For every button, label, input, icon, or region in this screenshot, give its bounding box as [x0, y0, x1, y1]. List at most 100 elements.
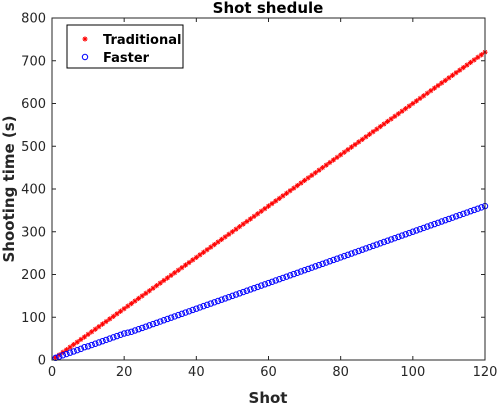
faster-point	[395, 233, 402, 241]
faster-point	[193, 305, 200, 312]
faster-point	[341, 252, 348, 260]
faster-point	[99, 337, 106, 345]
traditional-point	[269, 200, 275, 207]
faster-point	[70, 348, 77, 355]
y-tick-label: 700	[21, 54, 46, 69]
traditional-point	[233, 226, 239, 232]
faster-point	[276, 276, 283, 283]
traditional-point	[168, 272, 174, 278]
faster-point	[424, 223, 431, 230]
faster-point	[286, 272, 294, 279]
faster-point	[323, 259, 330, 266]
faster-point	[384, 237, 391, 244]
traditional-point	[442, 77, 448, 84]
x-tick-label: 80	[332, 365, 349, 380]
faster-point	[474, 205, 481, 212]
faster-point	[467, 208, 474, 215]
traditional-point	[193, 254, 199, 260]
faster-point	[102, 336, 110, 344]
traditional-point	[453, 70, 459, 76]
traditional-point	[449, 72, 456, 78]
faster-point	[261, 281, 269, 288]
faster-point	[319, 260, 326, 268]
faster-point	[416, 225, 424, 233]
faster-point	[88, 341, 95, 349]
traditional-point	[294, 182, 300, 189]
traditional-point	[287, 188, 293, 194]
faster-point	[398, 232, 406, 239]
traditional-point	[244, 218, 250, 225]
traditional-point	[478, 52, 484, 58]
faster-point	[236, 290, 243, 297]
traditional-point	[78, 336, 84, 343]
traditional-point	[186, 259, 192, 266]
traditional-point	[424, 90, 430, 96]
faster-point	[445, 215, 453, 223]
faster-point	[160, 317, 168, 324]
faster-point	[373, 241, 380, 248]
plot-area	[52, 18, 485, 360]
faster-point	[377, 240, 384, 247]
legend-label-traditional: Traditional	[103, 33, 181, 48]
faster-point	[362, 245, 370, 252]
faster-point	[128, 328, 135, 335]
traditional-point	[345, 147, 351, 153]
x-tick-label: 100	[400, 365, 425, 380]
series-traditional	[53, 49, 488, 361]
faster-point	[153, 319, 160, 327]
traditional-point	[182, 262, 189, 268]
traditional-point	[237, 224, 243, 230]
faster-point	[402, 231, 409, 238]
traditional-point	[229, 229, 236, 235]
y-tick-label: 200	[21, 268, 46, 283]
traditional-point	[460, 64, 466, 71]
faster-point	[301, 267, 308, 274]
faster-point	[120, 330, 128, 337]
traditional-point	[381, 121, 387, 127]
traditional-point	[67, 344, 73, 350]
traditional-point	[467, 59, 474, 66]
traditional-point	[471, 57, 477, 63]
traditional-point	[136, 295, 142, 302]
faster-point	[182, 309, 189, 316]
faster-point	[142, 323, 150, 330]
traditional-point	[283, 190, 290, 196]
faster-point	[52, 354, 59, 362]
traditional-point	[338, 152, 344, 158]
traditional-point	[410, 100, 416, 107]
traditional-point	[366, 131, 373, 137]
faster-point	[315, 261, 323, 269]
traditional-point	[157, 280, 163, 286]
faster-point	[247, 286, 254, 293]
faster-point	[351, 249, 359, 256]
plot-background	[52, 18, 485, 360]
x-tick-label: 0	[48, 365, 56, 380]
faster-point	[254, 283, 261, 291]
faster-point	[214, 297, 222, 305]
traditional-point	[392, 113, 398, 119]
faster-point	[456, 211, 463, 219]
traditional-point	[327, 159, 333, 166]
traditional-point	[215, 239, 221, 245]
faster-point	[175, 311, 182, 319]
faster-point	[218, 296, 225, 303]
faster-point	[304, 265, 312, 273]
traditional-point	[334, 154, 340, 160]
traditional-point	[218, 236, 225, 243]
traditional-point	[464, 62, 470, 68]
faster-point	[149, 320, 157, 328]
faster-point	[200, 302, 207, 310]
legend-label-faster: Faster	[103, 51, 150, 66]
faster-point	[308, 264, 315, 271]
faster-point	[406, 229, 413, 237]
faster-point	[81, 343, 88, 351]
faster-point	[146, 322, 153, 329]
traditional-point	[363, 134, 369, 140]
traditional-point	[164, 275, 171, 281]
traditional-point	[211, 241, 217, 248]
faster-point	[56, 353, 63, 360]
faster-point	[189, 306, 196, 314]
traditional-point	[197, 252, 203, 258]
traditional-point	[356, 139, 362, 145]
